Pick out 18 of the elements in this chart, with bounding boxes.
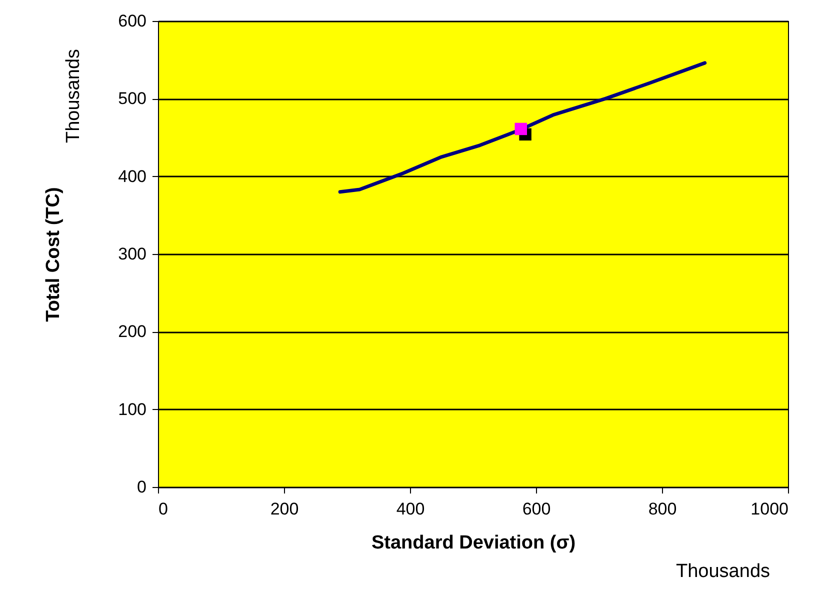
x-tick-label: 800: [648, 500, 677, 518]
x-tick-label: 600: [522, 500, 551, 518]
x-tick-label: 0: [158, 500, 168, 518]
y-axis-title: Total Cost (TC): [43, 187, 64, 322]
y-tick-label: 300: [118, 244, 146, 264]
y-tick-label: 400: [118, 166, 146, 186]
y-tick-label: 0: [137, 478, 146, 496]
y-tick-label: 200: [118, 322, 146, 342]
x-tick-label: 1000: [750, 500, 788, 518]
y-tick-label: 100: [118, 400, 146, 419]
x-tick-label: 400: [396, 500, 425, 518]
x-tick-label: 200: [270, 500, 299, 518]
y-tick-label: 500: [118, 89, 146, 108]
text: Thousands: [676, 561, 770, 582]
text: Thousands: [63, 48, 84, 144]
line-series: [338, 61, 707, 194]
y-tick-label: 600: [118, 12, 146, 30]
x-axis-title: Standard Deviation (σ): [371, 532, 576, 554]
